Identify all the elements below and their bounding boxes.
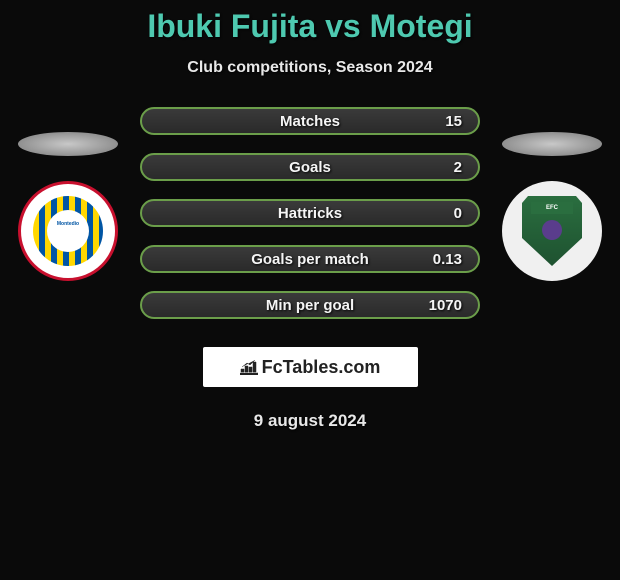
stat-value: 2 [454,159,462,176]
stat-bar-hattricks: Hattricks 0 [140,199,480,227]
stat-bar-goals: Goals 2 [140,153,480,181]
left-column: Montedio [18,107,118,281]
stat-bar-mpg: Min per goal 1070 [140,291,480,319]
right-column: EFC [502,107,602,281]
stat-value: 15 [445,113,462,130]
main-row: Montedio Matches 15 Goals 2 Hattricks 0 … [0,107,620,319]
chart-icon [240,359,258,375]
team-badge-right: EFC [502,181,602,281]
stat-label: Min per goal [266,297,354,314]
shield-ball-icon [542,220,562,240]
stat-label: Matches [280,113,340,130]
infographic-container: Ibuki Fujita vs Motegi Club competitions… [0,0,620,580]
team-badge-left: Montedio [18,181,118,281]
brand-box: FcTables.com [203,347,418,387]
stat-value: 0.13 [433,251,462,268]
stat-label: Goals per match [251,251,369,268]
badge-right-shield: EFC [522,196,582,266]
stat-label: Goals [289,159,331,176]
brand-text: FcTables.com [262,357,381,378]
date-text: 9 august 2024 [0,411,620,431]
badge-left-stripes: Montedio [33,196,103,266]
stat-value: 0 [454,205,462,222]
shield-label: EFC [531,202,573,214]
stat-label: Hattricks [278,205,342,222]
stat-bar-gpm: Goals per match 0.13 [140,245,480,273]
subtitle: Club competitions, Season 2024 [0,59,620,77]
stats-column: Matches 15 Goals 2 Hattricks 0 Goals per… [140,107,480,319]
stat-bar-matches: Matches 15 [140,107,480,135]
badge-left-center: Montedio [47,210,89,252]
left-ellipse [18,132,118,156]
page-title: Ibuki Fujita vs Motegi [0,8,620,45]
stat-value: 1070 [429,297,462,314]
right-ellipse [502,132,602,156]
